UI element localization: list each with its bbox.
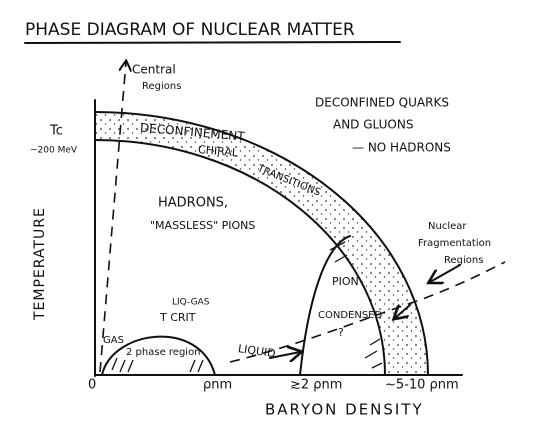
arrow	[395, 304, 411, 318]
y-axis-label: TEMPERATURE	[32, 207, 48, 321]
annotation: Regions	[142, 81, 181, 92]
annotation: "MASSLESS" PIONS	[150, 219, 255, 232]
annotation: LIQ-GAS	[172, 298, 210, 308]
arrow	[269, 352, 300, 358]
x-tick-label: ~5-10 ρnm	[385, 378, 459, 393]
annotation: 2 phase region	[126, 347, 201, 358]
fragmentation-path	[229, 261, 506, 363]
liquid-gas-dome	[101, 335, 216, 376]
annotation: — NO HADRONS	[352, 141, 451, 155]
annotation: CONDENSED	[318, 310, 382, 321]
annotation: Tc	[49, 124, 63, 139]
x-tick-label: 0	[88, 378, 96, 393]
annotation: AND GLUONS	[333, 118, 413, 132]
pion-dome	[299, 235, 351, 376]
title-underline	[24, 41, 401, 44]
x-tick-label: ≳2 ρnm	[290, 378, 342, 393]
annotation: T CRIT	[159, 311, 196, 324]
inner-boundary	[94, 139, 386, 376]
central-path	[99, 62, 126, 373]
arrow	[430, 264, 461, 282]
title: PHASE DIAGRAM OF NUCLEAR MATTER	[25, 20, 355, 40]
annotation: CHIRAL	[197, 143, 239, 160]
annotation: GAS	[103, 335, 124, 346]
annotation: PION	[332, 275, 359, 288]
annotation: Regions	[444, 255, 483, 266]
hatch	[111, 357, 204, 373]
transition-band	[95, 112, 428, 375]
x-axis-label: BARYON DENSITY	[265, 401, 424, 419]
annotation: ~200 MeV	[30, 146, 78, 156]
annotation: DECONFINED QUARKS	[315, 96, 449, 110]
annotation: LIQUID	[237, 342, 276, 360]
x-tick-label: ρnm	[203, 378, 232, 393]
outer-boundary	[94, 111, 429, 376]
annotation: HADRONS,	[158, 196, 228, 211]
hatch	[329, 241, 383, 369]
annotation: Central	[132, 63, 176, 77]
annotation: Fragmentation	[418, 238, 491, 249]
annotation: Nuclear	[428, 221, 467, 232]
annotation: ?	[338, 326, 344, 339]
